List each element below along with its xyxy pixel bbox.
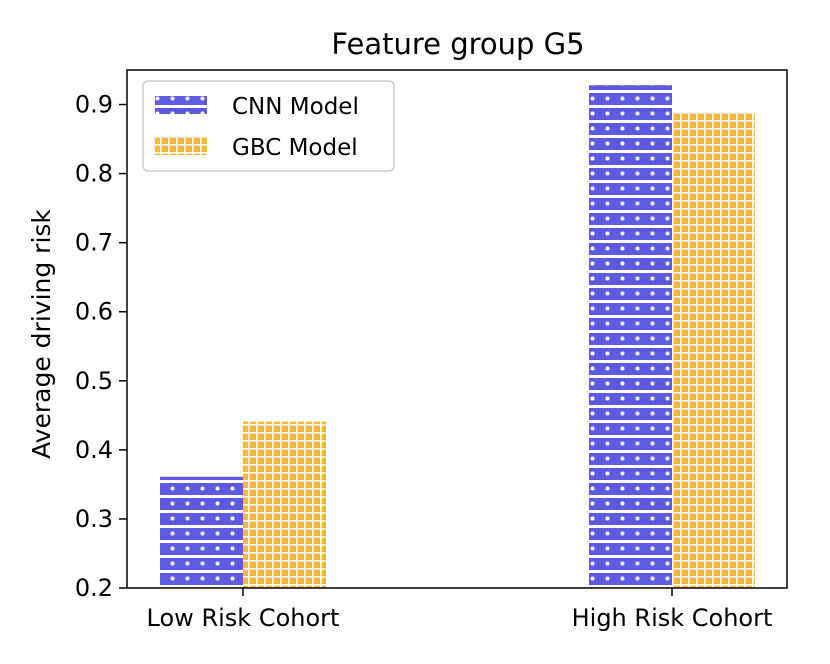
y-tick-label: 0.2 xyxy=(75,574,113,602)
y-tick-label: 0.5 xyxy=(75,367,113,395)
legend-label-gbc: GBC Model xyxy=(232,135,358,161)
y-tick-label: 0.9 xyxy=(75,91,113,119)
y-axis-ticks: 0.2 0.3 0.4 0.5 0.6 0.7 0.8 0.9 xyxy=(75,91,127,602)
chart-title: Feature group G5 xyxy=(331,27,584,61)
bars-group xyxy=(160,85,755,588)
legend-label-cnn: CNN Model xyxy=(232,94,359,120)
y-tick-label: 0.3 xyxy=(75,505,113,533)
legend-swatch-gbc xyxy=(155,137,207,155)
plot-frame xyxy=(126,69,788,589)
y-tick-label: 0.6 xyxy=(75,298,113,326)
bar-cnn-low-risk xyxy=(160,476,243,588)
bar-cnn-high-risk xyxy=(589,85,672,588)
x-tick-label: High Risk Cohort xyxy=(572,604,773,632)
x-axis-ticks: Low Risk Cohort High Risk Cohort xyxy=(147,588,773,632)
legend: CNN Model GBC Model xyxy=(142,80,395,172)
bar-gbc-low-risk xyxy=(243,421,326,588)
y-tick-label: 0.8 xyxy=(75,160,113,188)
legend-swatch-cnn xyxy=(155,96,207,114)
y-tick-label: 0.7 xyxy=(75,229,113,257)
y-tick-label: 0.4 xyxy=(75,436,113,464)
bar-gbc-high-risk xyxy=(672,112,755,588)
y-axis-label: Average driving risk xyxy=(27,209,56,459)
x-tick-label: Low Risk Cohort xyxy=(147,604,340,632)
